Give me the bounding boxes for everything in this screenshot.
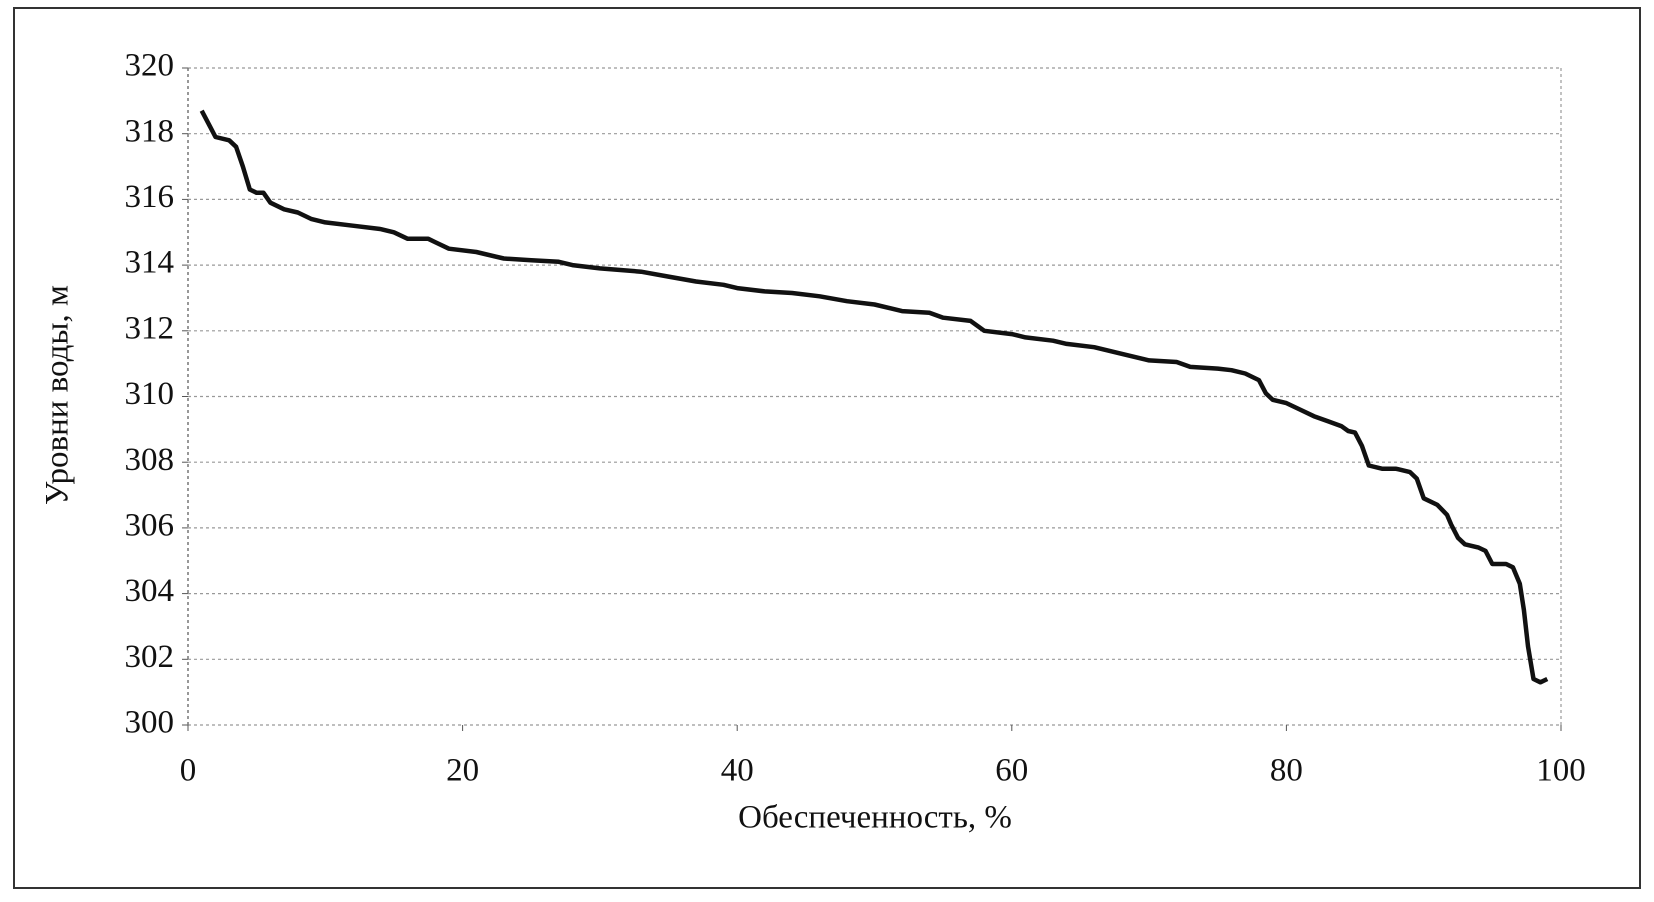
y-tick-label: 318 — [125, 113, 175, 149]
y-tick-label: 306 — [125, 507, 175, 543]
x-tick-label: 60 — [995, 753, 1028, 789]
y-tick-label: 302 — [125, 639, 175, 675]
y-axis-label: Уровни воды, м — [40, 285, 76, 505]
x-tick-label: 20 — [446, 753, 479, 789]
data-line — [199, 109, 1549, 685]
x-tick-label: 40 — [721, 753, 754, 789]
x-axis-label: Обеспеченность, % — [738, 800, 1012, 836]
y-tick-label: 312 — [125, 310, 175, 346]
y-tick-label: 304 — [125, 573, 175, 609]
x-tick-label: 80 — [1270, 753, 1303, 789]
y-tick-label: 308 — [125, 442, 175, 478]
y-tick-label: 320 — [125, 48, 175, 84]
y-tick-label: 316 — [125, 179, 175, 215]
y-tick-label: 300 — [125, 705, 175, 741]
frame — [13, 7, 1641, 889]
x-tick-label: 100 — [1536, 753, 1586, 789]
y-tick-label: 314 — [125, 245, 175, 281]
y-tick-label: 310 — [125, 376, 175, 412]
x-tick-label: 0 — [180, 753, 197, 789]
